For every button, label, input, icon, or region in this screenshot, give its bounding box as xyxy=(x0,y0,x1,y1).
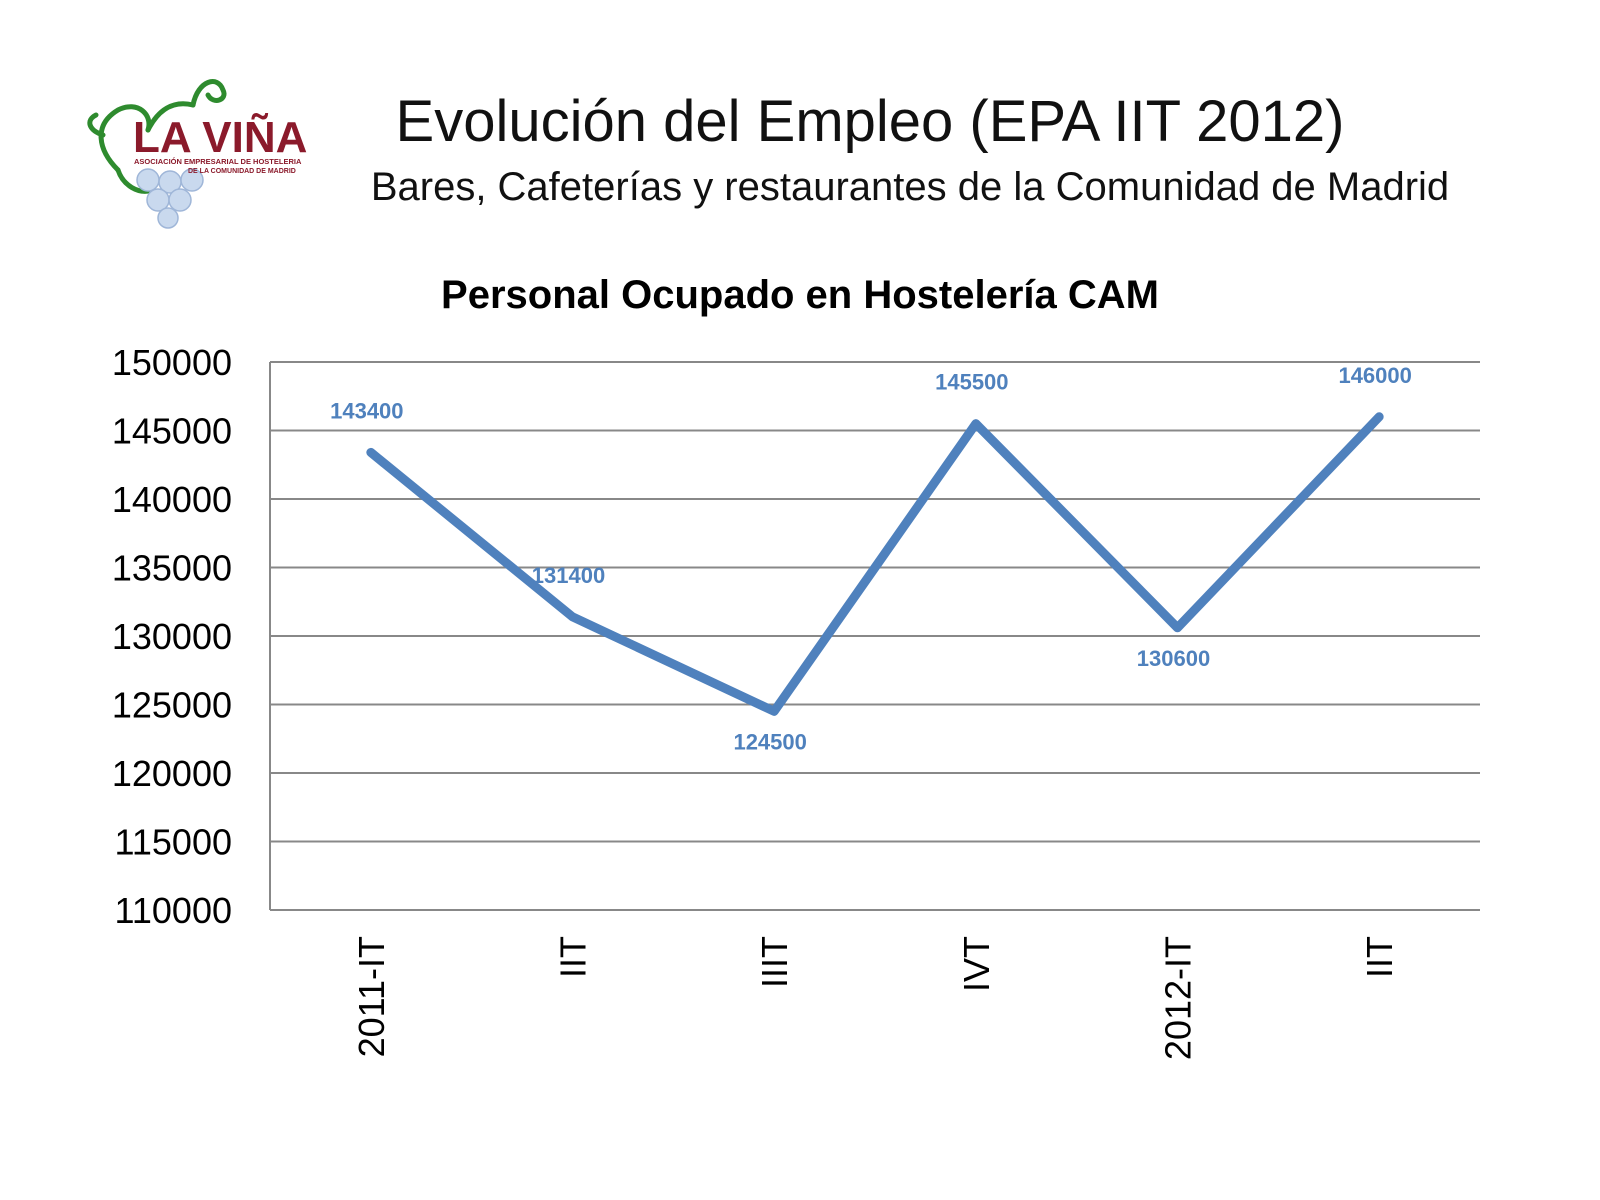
y-tick-label: 135000 xyxy=(112,548,232,589)
series-line-path xyxy=(366,412,1384,716)
data-label: 145500 xyxy=(935,370,1008,395)
x-tick-labels: 2011-IT IIT IIIT IVT 2012-IT IIT xyxy=(351,936,1400,1060)
data-labels: 143400 131400 124500 145500 130600 146000 xyxy=(330,363,1412,755)
x-tick-label: IIT xyxy=(553,936,594,978)
page-title: Evolución del Empleo (EPA IIT 2012) xyxy=(395,89,1345,154)
logo-tagline-1: ASOCIACIÓN EMPRESARIAL DE HOSTELERIA xyxy=(134,157,302,166)
data-label: 131400 xyxy=(532,563,605,588)
la-vina-logo: LA VIÑA ASOCIACIÓN EMPRESARIAL DE HOSTEL… xyxy=(87,79,307,229)
x-tick-label: IIIT xyxy=(754,936,795,988)
vine-icon xyxy=(87,79,227,194)
grapes-icon xyxy=(136,168,204,229)
x-tick-label: IVT xyxy=(956,936,997,992)
y-tick-labels: 110000 115000 120000 125000 130000 135000 1400… xyxy=(112,342,232,931)
y-tick-label: 130000 xyxy=(112,616,232,657)
logo-name: LA VIÑA xyxy=(133,112,307,162)
chart-title: Personal Ocupado en Hostelería CAM xyxy=(441,273,1159,317)
y-tick-label: 115000 xyxy=(115,822,232,863)
data-label: 143400 xyxy=(330,398,403,423)
y-tick-label: 125000 xyxy=(112,685,232,726)
y-tick-label: 140000 xyxy=(112,479,232,520)
y-tick-label: 150000 xyxy=(112,342,232,383)
logo-tagline-2: DE LA COMUNIDAD DE MADRID xyxy=(188,168,296,175)
y-tick-label: 120000 xyxy=(112,753,232,794)
x-tick-label: 2012-IT xyxy=(1158,936,1199,1060)
y-tick-label: 110000 xyxy=(115,890,232,931)
x-tick-label: IIT xyxy=(1359,936,1400,978)
y-tick-label: 145000 xyxy=(112,411,232,452)
data-label: 146000 xyxy=(1338,363,1411,388)
series-line xyxy=(366,412,1384,716)
data-label: 124500 xyxy=(733,729,806,754)
gridlines xyxy=(270,361,1480,911)
page-subtitle: Bares, Cafeterías y restaurantes de la C… xyxy=(370,165,1450,209)
x-tick-label: 2011-IT xyxy=(351,936,392,1057)
data-label: 130600 xyxy=(1137,646,1210,671)
